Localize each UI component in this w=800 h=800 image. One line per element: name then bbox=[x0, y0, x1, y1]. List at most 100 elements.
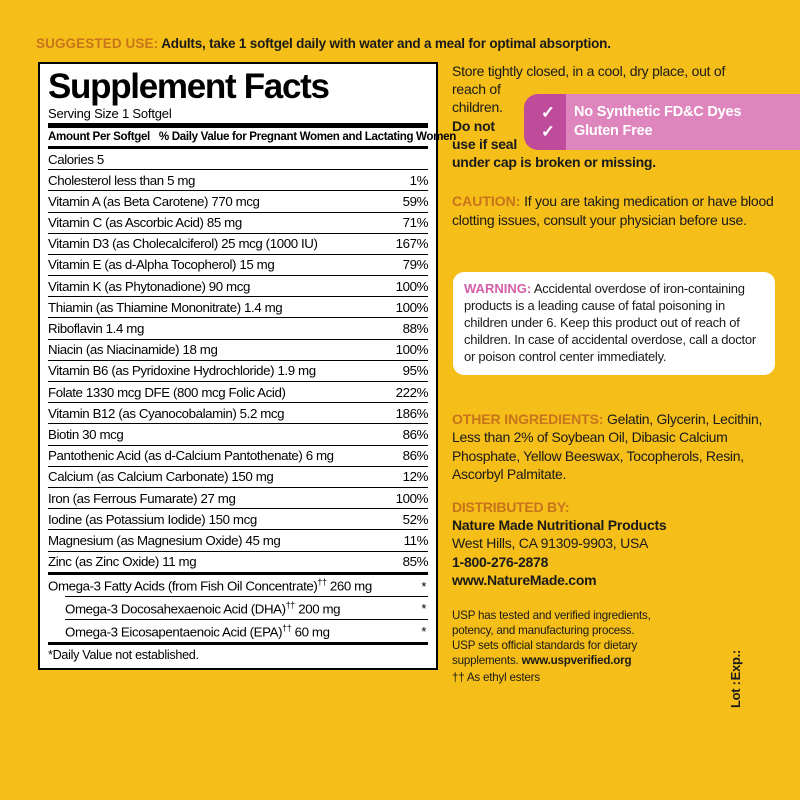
nutrient-daily-value: 100% bbox=[395, 342, 429, 358]
check-icon: ✓ bbox=[540, 102, 556, 122]
supplement-facts-title: Supplement Facts bbox=[48, 67, 330, 106]
omega-row: Omega-3 Fatty Acids (from Fish Oil Conce… bbox=[48, 575, 428, 597]
nutrient-row: Vitamin C (as Ascorbic Acid) 85 mg 71% bbox=[48, 213, 428, 233]
row-divider bbox=[48, 253, 428, 255]
nutrient-daily-value: 100% bbox=[395, 299, 429, 315]
omega-row-divider bbox=[65, 618, 428, 620]
company-address: West Hills, CA 91309-9903, USA bbox=[452, 535, 649, 552]
nutrient-row: Calcium (as Calcium Carbonate) 150 mg 12% bbox=[48, 467, 428, 487]
rule-below-omega bbox=[48, 641, 428, 645]
usp-verified-link[interactable]: www.uspverified.org bbox=[521, 654, 632, 668]
lot-label: Lot : bbox=[728, 681, 743, 708]
storage-text: Store tightly closed, in a cool, dry pla… bbox=[452, 62, 778, 171]
dagger-marker: †† bbox=[317, 577, 327, 588]
nutrient-name: Vitamin B12 (as Cyanocobalamin) 5.2 mcg bbox=[48, 405, 285, 421]
nutrient-row: Pantothenic Acid (as d-Calcium Pantothen… bbox=[48, 446, 428, 466]
distributed-by-block: DISTRIBUTED BY: Nature Made Nutritional … bbox=[452, 498, 778, 589]
nutrient-daily-value: 79% bbox=[402, 257, 429, 273]
other-ingredients-text: Gelatin, Glycerin, Lecithin, Less than 2… bbox=[452, 411, 763, 483]
nutrient-name: Vitamin D3 (as Cholecalciferol) 25 mcg (… bbox=[48, 236, 318, 252]
nutrient-daily-value: 12% bbox=[402, 469, 429, 485]
suggested-use-keyword: SUGGESTED USE: bbox=[36, 36, 159, 51]
warning-paragraph: WARNING: Accidental overdose of iron-con… bbox=[464, 281, 764, 365]
nutrient-row: Vitamin E (as d-Alpha Tocopherol) 15 mg 7… bbox=[48, 255, 428, 275]
exp-label: Exp.: bbox=[728, 650, 743, 681]
storage-bold-1: Do not bbox=[452, 117, 495, 134]
company-phone: 1-800-276-2878 bbox=[452, 553, 549, 570]
caution-text: If you are taking medication or have blo… bbox=[452, 193, 774, 228]
omega-rows: Omega-3 Fatty Acids (from Fish Oil Conce… bbox=[48, 575, 428, 642]
nutrient-row: Niacin (as Niacinamide) 18 mg 100% bbox=[48, 340, 428, 360]
warning-keyword: WARNING: bbox=[464, 281, 532, 296]
dagger-marker: †† bbox=[285, 599, 296, 610]
nutrient-row: Magnesium (as Magnesium Oxide) 45 mg 11% bbox=[48, 530, 428, 550]
nutrient-daily-value: 71% bbox=[402, 215, 429, 231]
nutrient-row: Folate 1330 mcg DFE (800 mcg Folic Acid)… bbox=[48, 382, 428, 402]
nutrient-row: Riboflavin 1.4 mg 88% bbox=[48, 318, 428, 338]
usp-block: USP has tested and verified ingredients,… bbox=[452, 608, 778, 685]
omega-name: Omega-3 Docosahexaenoic Acid (DHA)†† 200… bbox=[65, 599, 341, 617]
nutrient-daily-value: 88% bbox=[402, 321, 429, 337]
usp-line-1: USP has tested and verified ingredients, bbox=[452, 609, 651, 622]
rule-above-omega bbox=[48, 571, 428, 575]
other-ingredients-block: OTHER INGREDIENTS: Gelatin, Glycerin, Le… bbox=[452, 410, 778, 484]
nutrient-name: Calories 5 bbox=[48, 151, 104, 167]
table-column-headers: Amount Per Softgel % Daily Value for Pre… bbox=[48, 128, 456, 146]
nutrient-name: Vitamin A (as Beta Carotene) 770 mcg bbox=[48, 193, 260, 209]
omega-daily-value: * bbox=[421, 578, 426, 594]
row-divider bbox=[48, 444, 428, 446]
nutrient-name: Biotin 30 mcg bbox=[48, 426, 124, 442]
badge-checkmark-column: ✓ ✓ bbox=[524, 94, 566, 150]
claims-badge: ✓ ✓ No Synthetic FD&C Dyes Gluten Free bbox=[524, 94, 800, 150]
row-divider bbox=[48, 275, 428, 277]
omega-row: Omega-3 Docosahexaenoic Acid (DHA)†† 200… bbox=[48, 597, 428, 619]
row-divider bbox=[48, 402, 428, 404]
nutrient-row: Cholesterol less than 5 mg 1% bbox=[48, 170, 428, 190]
badge-claims-column: No Synthetic FD&C Dyes Gluten Free bbox=[566, 94, 800, 150]
check-icon: ✓ bbox=[540, 121, 556, 141]
nutrient-name: Cholesterol less than 5 mg bbox=[48, 172, 196, 188]
nutrient-row: Vitamin A (as Beta Carotene) 770 mcg 59% bbox=[48, 191, 428, 211]
nutrient-name: Vitamin E (as d-Alpha Tocopherol) 15 mg bbox=[48, 257, 275, 273]
storage-bold-3: under cap is broken or missing. bbox=[452, 153, 656, 170]
nutrient-daily-value: 222% bbox=[395, 384, 429, 400]
nutrient-daily-value: 167% bbox=[395, 236, 429, 252]
nutrient-row: Biotin 30 mcg 86% bbox=[48, 424, 428, 444]
omega-name: Omega-3 Fatty Acids (from Fish Oil Conce… bbox=[48, 577, 372, 594]
storage-line-2: reach of bbox=[452, 81, 501, 98]
nutrient-name: Magnesium (as Magnesium Oxide) 45 mg bbox=[48, 532, 281, 548]
nutrient-name: Thiamin (as Thiamine Mononitrate) 1.4 mg bbox=[48, 299, 283, 315]
caution-block: CAUTION: If you are taking medication or… bbox=[452, 192, 778, 229]
company-website: www.NatureMade.com bbox=[452, 571, 597, 588]
nutrient-daily-value: 86% bbox=[402, 426, 429, 442]
usp-line-3: USP sets official standards for dietary bbox=[452, 639, 638, 653]
storage-line-3: children. bbox=[452, 99, 503, 116]
row-divider bbox=[48, 232, 428, 234]
usp-line-2: potency, and manufacturing process. bbox=[452, 624, 635, 638]
nutrient-name: Vitamin C (as Ascorbic Acid) 85 mg bbox=[48, 215, 242, 231]
omega-row: Omega-3 Eicosapentaenoic Acid (EPA)†† 60… bbox=[48, 620, 428, 642]
nutrient-row: Vitamin B12 (as Cyanocobalamin) 5.2 mcg 1… bbox=[48, 403, 428, 423]
nutrient-row: Iodine (as Potassium Iodide) 150 mcg 52% bbox=[48, 509, 428, 529]
lot-exp-block: Lot : Exp.: bbox=[728, 650, 743, 708]
omega-row-divider bbox=[65, 596, 428, 598]
nutrient-row: Thiamin (as Thiamine Mononitrate) 1.4 mg… bbox=[48, 297, 428, 317]
omega-daily-value: * bbox=[421, 601, 426, 617]
nutrient-name: Pantothenic Acid (as d-Calcium Pantothen… bbox=[48, 448, 334, 464]
nutrient-row: Zinc (as Zinc Oxide) 11 mg 85% bbox=[48, 552, 428, 572]
suggested-use-line: SUGGESTED USE: Adults, take 1 softgel da… bbox=[36, 36, 776, 51]
nutrient-daily-value: 186% bbox=[395, 405, 429, 421]
warning-text: Accidental overdose of iron-containing p… bbox=[464, 281, 756, 364]
row-divider bbox=[48, 486, 428, 488]
nutrient-name: Riboflavin 1.4 mg bbox=[48, 321, 144, 337]
nutrient-daily-value: 100% bbox=[395, 490, 429, 506]
storage-line-1: Store tightly closed, in a cool, dry pla… bbox=[452, 63, 726, 79]
row-divider bbox=[48, 423, 428, 425]
nutrient-row: Vitamin D3 (as Cholecalciferol) 25 mcg (… bbox=[48, 234, 428, 254]
row-divider bbox=[48, 508, 428, 510]
nutrient-row: Vitamin K (as Phytonadione) 90 mcg 100% bbox=[48, 276, 428, 296]
nutrient-row: Vitamin B6 (as Pyridoxine Hydrochloride)… bbox=[48, 361, 428, 381]
omega-daily-value: * bbox=[421, 623, 426, 639]
row-divider bbox=[48, 211, 428, 213]
